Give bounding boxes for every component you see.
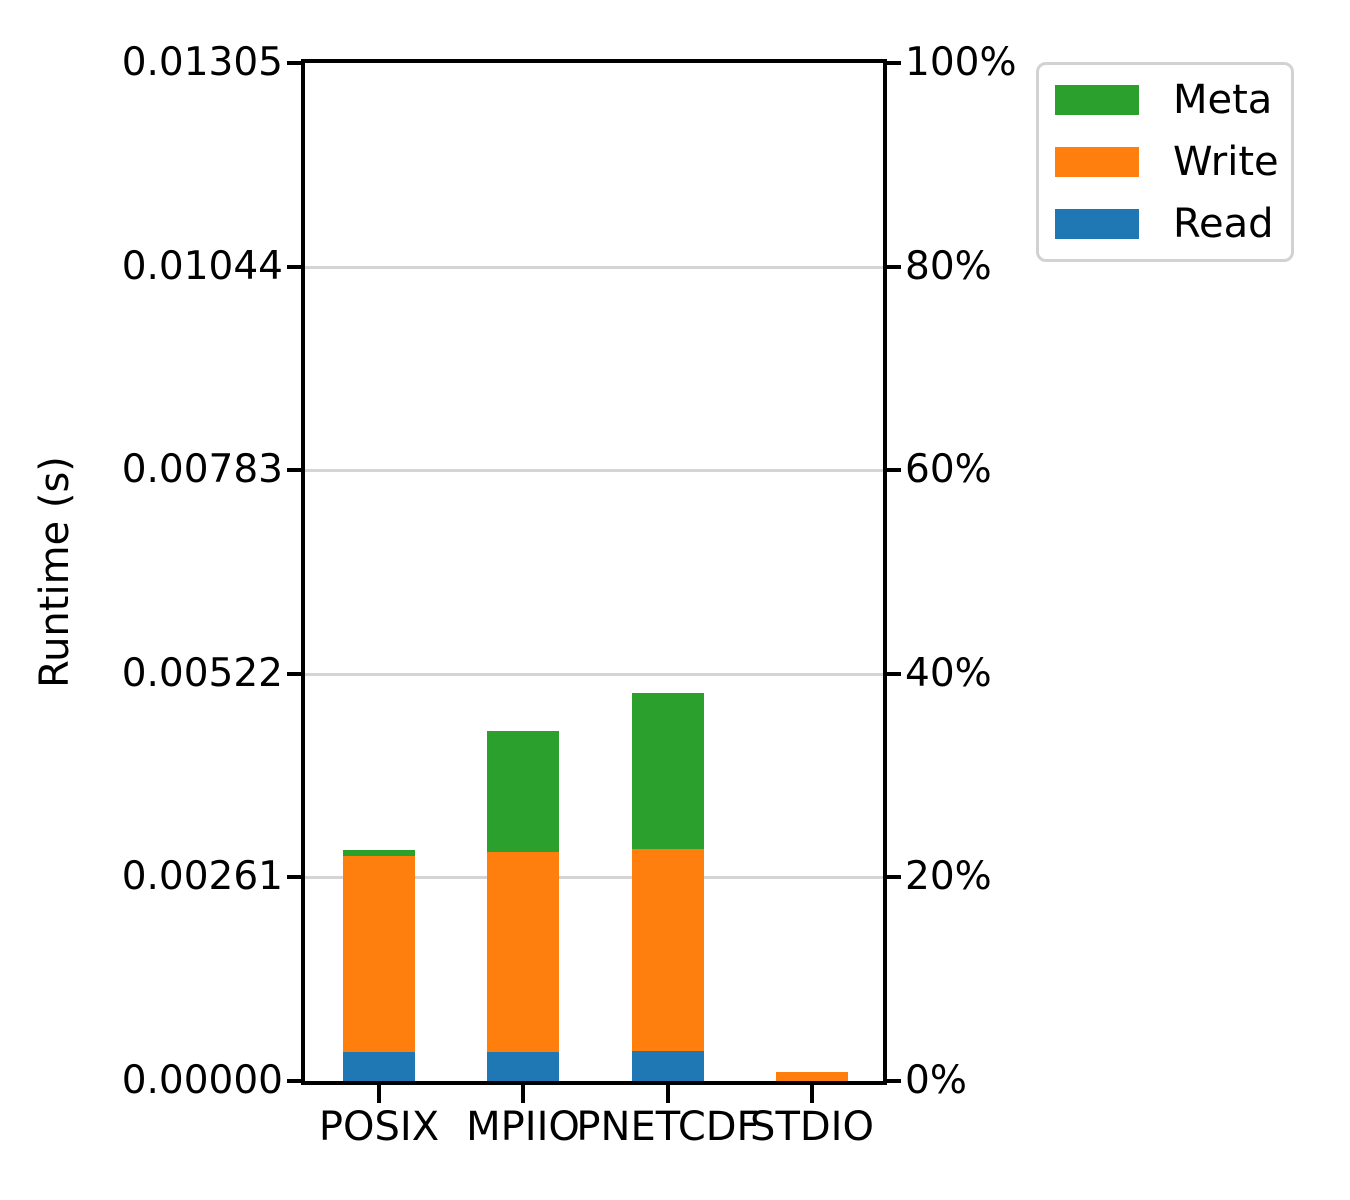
right-tick-mark bbox=[887, 264, 901, 269]
x-tick-label-pnetcdf: PNETCDF bbox=[576, 1104, 760, 1150]
left-tick-mark bbox=[287, 875, 301, 880]
right-tick-label: 100% bbox=[905, 40, 1017, 85]
bar-segment-meta bbox=[343, 850, 415, 856]
legend-swatch-read bbox=[1055, 209, 1139, 239]
legend: Meta Write Read bbox=[1036, 62, 1294, 262]
left-tick-mark bbox=[287, 61, 301, 65]
x-tick-mark bbox=[377, 1085, 381, 1103]
legend-row-read: Read bbox=[1039, 201, 1291, 247]
legend-label-meta: Meta bbox=[1173, 77, 1273, 123]
y-tick-label: 0.00522 bbox=[121, 650, 283, 696]
bar-segment-read bbox=[632, 1051, 704, 1081]
bar-pnetcdf bbox=[632, 693, 704, 1081]
legend-row-write: Write bbox=[1039, 139, 1291, 185]
bar-segment-write bbox=[487, 852, 559, 1053]
x-tick-mark bbox=[666, 1085, 670, 1103]
left-tick-mark bbox=[287, 468, 301, 473]
grid-line bbox=[305, 672, 883, 676]
y-tick-label: 0.00000 bbox=[121, 1058, 283, 1103]
bar-segment-write bbox=[776, 1071, 848, 1081]
plot-area bbox=[301, 59, 887, 1085]
bar-segment-write bbox=[343, 855, 415, 1053]
right-tick-mark bbox=[887, 61, 901, 65]
bar-mpiio bbox=[487, 730, 559, 1081]
grid-line bbox=[305, 876, 883, 880]
right-tick-label: 0% bbox=[905, 1058, 967, 1103]
grid-line bbox=[305, 469, 883, 473]
y-tick-label: 0.00783 bbox=[121, 447, 283, 493]
y-tick-label: 0.01044 bbox=[121, 243, 283, 289]
right-tick-label: 40% bbox=[905, 650, 992, 696]
right-tick-label: 60% bbox=[905, 447, 992, 493]
grid-line bbox=[305, 265, 883, 269]
right-tick-mark bbox=[887, 875, 901, 880]
left-tick-mark bbox=[287, 671, 301, 676]
bar-stdio bbox=[776, 1071, 848, 1081]
x-tick-label-mpiio: MPIIO bbox=[466, 1104, 580, 1150]
right-tick-label: 20% bbox=[905, 854, 992, 900]
y-tick-label: 0.01305 bbox=[121, 40, 283, 85]
legend-row-meta: Meta bbox=[1039, 77, 1291, 123]
legend-label-write: Write bbox=[1173, 139, 1279, 185]
bar-segment-read bbox=[487, 1052, 559, 1081]
bar-segment-meta bbox=[632, 693, 704, 849]
x-tick-mark bbox=[521, 1085, 525, 1103]
legend-swatch-meta bbox=[1055, 85, 1139, 115]
right-tick-mark bbox=[887, 468, 901, 473]
legend-swatch-write bbox=[1055, 147, 1139, 177]
bar-segment-write bbox=[632, 848, 704, 1052]
right-tick-label: 80% bbox=[905, 243, 992, 289]
x-tick-label-stdio: STDIO bbox=[750, 1104, 874, 1150]
left-tick-mark bbox=[287, 1079, 301, 1083]
x-tick-label-posix: POSIX bbox=[318, 1104, 440, 1150]
legend-label-read: Read bbox=[1173, 201, 1274, 247]
right-tick-mark bbox=[887, 1079, 901, 1083]
right-tick-mark bbox=[887, 671, 901, 676]
bar-posix bbox=[343, 850, 415, 1081]
x-tick-mark bbox=[810, 1085, 814, 1103]
bar-segment-meta bbox=[487, 730, 559, 853]
y-tick-label: 0.00261 bbox=[121, 854, 283, 900]
y-axis-label: Runtime (s) bbox=[32, 456, 78, 688]
left-tick-mark bbox=[287, 264, 301, 269]
bar-segment-read bbox=[343, 1052, 415, 1081]
